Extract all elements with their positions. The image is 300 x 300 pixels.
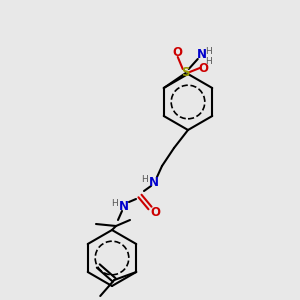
Text: H: H — [206, 46, 212, 56]
Text: O: O — [173, 46, 183, 59]
Text: N: N — [149, 176, 159, 188]
Text: N: N — [197, 49, 207, 62]
Text: H: H — [206, 56, 212, 65]
Text: H: H — [142, 176, 148, 184]
Text: H: H — [112, 199, 118, 208]
Text: O: O — [150, 206, 160, 220]
Text: O: O — [199, 61, 209, 74]
Text: S: S — [182, 67, 190, 80]
Text: N: N — [119, 200, 129, 212]
